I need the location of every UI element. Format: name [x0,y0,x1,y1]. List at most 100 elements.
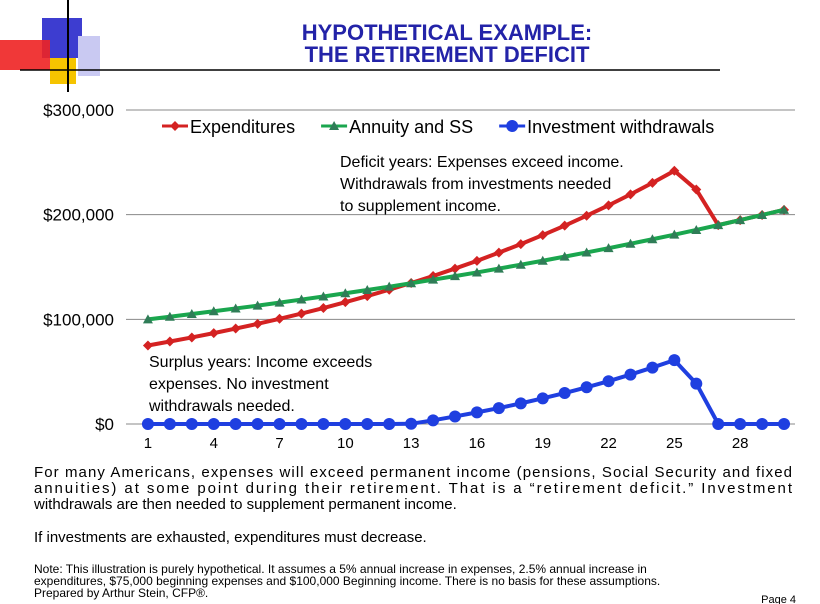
marker [164,311,175,321]
series [142,165,790,351]
x-tick-label: 4 [210,435,218,452]
marker [558,387,571,400]
deco-square [0,40,50,70]
marker [142,314,153,324]
marker [186,308,197,318]
marker [515,239,526,250]
annotation: Deficit years: Expenses exceed income. [340,154,624,171]
marker [230,323,241,334]
marker [384,281,395,291]
marker [318,291,329,301]
deco-square [50,58,76,84]
marker [141,418,154,430]
marker [296,294,307,304]
marker [581,210,592,221]
annotation: to supplement income. [340,198,501,215]
marker [362,285,373,295]
marker [603,243,614,253]
marker [669,229,680,239]
marker [450,263,461,274]
marker [669,165,680,176]
note-line: Prepared by Arthur Stein, CFP®. [34,586,208,600]
marker [185,418,198,430]
marker [274,313,285,324]
marker [646,361,659,374]
marker [406,278,417,288]
marker [559,251,570,261]
legend-label: Expenditures [190,117,295,137]
marker [164,336,175,347]
x-tick-label: 1 [144,435,152,452]
y-tick-label: $0 [95,415,114,434]
marker [625,189,636,200]
marker [537,255,548,265]
marker [317,418,330,430]
marker [449,410,462,423]
marker [712,418,725,430]
marker [186,332,197,343]
marker [779,204,790,214]
series [141,354,791,430]
marker [602,375,615,388]
marker [295,418,308,430]
marker [603,200,614,211]
legend-marker [170,121,180,131]
marker [624,368,637,381]
marker [252,300,263,310]
note-line: expenditures, $75,000 beginning expenses… [34,574,660,588]
paragraph-line: withdrawals are then needed to supplemen… [33,496,457,513]
marker [229,418,242,430]
annotation: expenses. No investment [149,376,329,393]
marker [273,418,286,430]
conclusion: If investments are exhausted, expenditur… [34,529,427,546]
y-tick-label: $300,000 [43,101,114,120]
x-tick-label: 16 [469,435,486,452]
y-tick-label: $200,000 [43,206,114,225]
x-tick-label: 25 [666,435,683,452]
marker [647,234,658,244]
annotation: withdrawals needed. [148,398,295,415]
series-line [147,207,785,322]
marker [230,303,241,313]
legend-marker [329,121,340,130]
paragraph-line: annuities) at some point during their re… [34,480,793,497]
marker [208,328,219,339]
marker [647,177,658,188]
deco-square [78,36,100,76]
marker [207,418,220,430]
marker [340,288,351,298]
title: THE RETIREMENT DEFICIT [305,42,590,67]
legend-label: Investment withdrawals [527,117,714,137]
marker [559,220,570,231]
marker [713,220,724,230]
marker [274,297,285,307]
marker [625,238,636,248]
x-tick-label: 7 [275,435,283,452]
marker [427,414,440,427]
marker [163,418,176,430]
marker [691,224,702,234]
x-tick-label: 10 [337,435,354,452]
marker [428,274,439,284]
marker [536,392,549,405]
marker [514,397,527,410]
series [142,204,790,324]
x-tick-label: 28 [732,435,749,452]
marker [252,318,263,329]
title: HYPOTHETICAL EXAMPLE: [302,20,593,45]
marker [339,418,352,430]
x-tick-label: 19 [534,435,551,452]
marker [296,308,307,319]
marker [450,271,461,281]
marker [668,354,681,367]
marker [208,306,219,316]
marker [492,402,505,415]
marker [318,303,329,314]
annotation: Surplus years: Income exceeds [149,354,372,371]
marker [493,263,504,273]
marker [361,418,374,430]
marker [734,418,747,430]
marker [405,417,418,430]
